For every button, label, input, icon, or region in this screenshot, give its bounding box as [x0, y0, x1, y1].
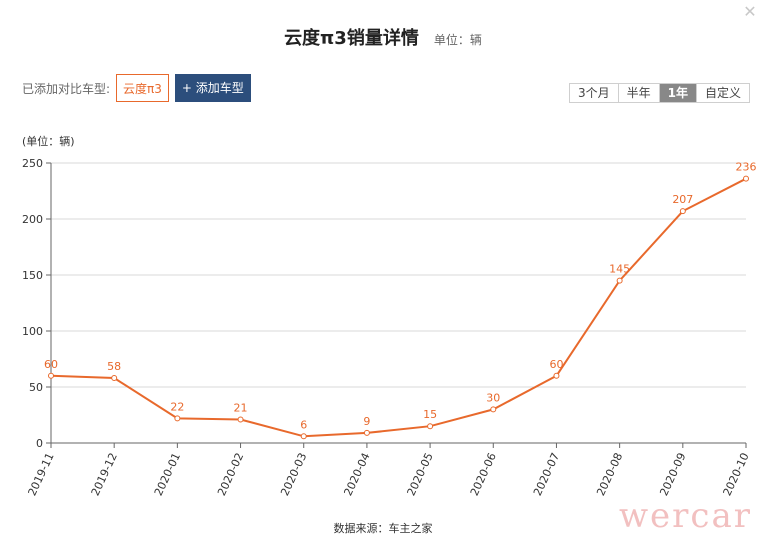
x-tick-label: 2020-01: [152, 451, 183, 498]
data-point: [679, 208, 686, 215]
y-axis-ticks: 0 50 100 150 200 250: [22, 157, 52, 450]
y-tick-label: 50: [29, 381, 43, 394]
tab-1-year[interactable]: 1年: [658, 84, 696, 102]
watermark: wercar: [618, 496, 752, 536]
compare-bar: 已添加对比车型: 云度π3 + 添加车型: [22, 74, 251, 102]
data-label: 58: [107, 360, 121, 373]
grid-lines: [51, 162, 746, 444]
data-point: [616, 277, 623, 284]
tab-3-months[interactable]: 3个月: [569, 84, 618, 102]
y-tick-label: 250: [22, 157, 43, 170]
data-point: [743, 175, 749, 182]
x-tick-label: 2020-05: [405, 451, 436, 498]
data-point: [237, 416, 244, 423]
compare-label: 已添加对比车型:: [22, 81, 111, 96]
add-model-button[interactable]: + 添加车型: [174, 74, 251, 102]
x-tick-label: 2020-08: [594, 451, 625, 498]
tab-custom[interactable]: 自定义: [695, 84, 749, 102]
data-source: 数据来源：车主之家: [333, 522, 433, 535]
data-label: 145: [609, 263, 630, 276]
compare-model-chip[interactable]: 云度π3: [116, 74, 169, 102]
close-icon[interactable]: ✕: [743, 2, 757, 21]
data-label: 236: [736, 161, 757, 174]
data-point: [553, 372, 560, 379]
x-tick-label: 2019-11: [26, 451, 57, 498]
x-tick-label: 2020-09: [657, 451, 688, 498]
range-tabs: 3个月 半年 1年 自定义: [568, 83, 750, 103]
x-tick-label: 2019-12: [89, 451, 120, 498]
data-labels: 60 58 22 21 6 9 15 30 60 145 207 236: [44, 161, 757, 432]
data-points: [48, 175, 749, 440]
y-tick-label: 150: [22, 269, 43, 282]
data-point: [111, 375, 118, 382]
data-label: 22: [170, 400, 184, 413]
y-tick-label: 0: [36, 437, 43, 450]
x-tick-label: 2020-02: [215, 451, 246, 498]
data-label: 207: [672, 193, 693, 206]
data-label: 30: [486, 391, 500, 404]
x-axis-ticks: 2019-11 2019-12 2020-01 2020-02 2020-03 2020-…: [26, 443, 752, 498]
data-point: [490, 406, 497, 413]
x-tick-label: 2020-10: [721, 451, 752, 498]
x-tick-label: 2020-04: [341, 451, 372, 498]
data-point: [300, 433, 307, 440]
data-label: 60: [44, 358, 58, 371]
data-label: 9: [363, 415, 370, 428]
data-label: 60: [549, 358, 563, 371]
data-label: 6: [300, 418, 307, 431]
y-axis-label: (单位：辆): [22, 134, 75, 148]
data-label: 21: [234, 401, 248, 414]
data-point: [363, 429, 370, 436]
page-title: 云度π3销量详情: [284, 28, 419, 49]
y-tick-label: 100: [22, 325, 43, 338]
x-tick-label: 2020-03: [278, 451, 309, 498]
data-point: [48, 372, 54, 379]
series-sales: [50, 177, 747, 438]
data-point: [427, 423, 434, 430]
x-tick-label: 2020-07: [531, 451, 562, 498]
y-tick-label: 200: [22, 213, 43, 226]
tab-half-year[interactable]: 半年: [617, 84, 659, 102]
data-point: [174, 415, 181, 422]
header-unit: 单位：辆: [433, 33, 482, 47]
x-tick-label: 2020-06: [468, 451, 499, 498]
header: 云度π3销量详情 单位：辆: [0, 24, 766, 50]
data-label: 15: [423, 408, 437, 421]
series-line: [50, 177, 747, 438]
